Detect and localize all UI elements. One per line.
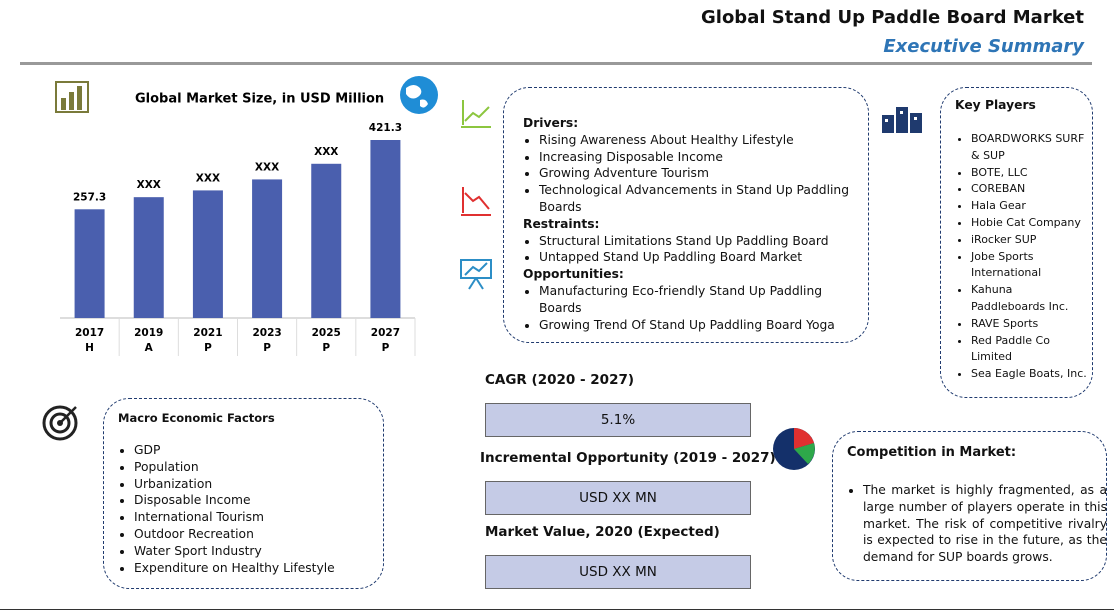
section-item: Growing Adventure Tourism [539, 165, 858, 182]
list-item: The market is highly fragmented, as a la… [863, 482, 1107, 566]
competition-list: The market is highly fragmented, as a la… [847, 482, 1107, 566]
macro-title: Macro Economic Factors [118, 411, 275, 425]
buildings-icon [882, 107, 922, 133]
macro-box: Macro Economic Factors GDPPopulationUrba… [103, 398, 384, 589]
metric-label: Market Value, 2020 (Expected) [485, 524, 720, 540]
list-item: BOARDWORKS SURF & SUP [971, 131, 1089, 165]
section-heading: Drivers: [523, 116, 579, 130]
value-label: XXX [137, 179, 161, 191]
x-tick-label: 2017 [75, 327, 104, 339]
value-label: XXX [314, 146, 338, 158]
x-tick-note: A [145, 342, 154, 354]
list-item: Red Paddle Co Limited [971, 333, 1089, 367]
section-item: Increasing Disposable Income [539, 149, 858, 166]
list-item: COREBAN [971, 181, 1089, 198]
chart-icon [55, 81, 89, 113]
section-list: Manufacturing Eco-friendly Stand Up Padd… [523, 283, 858, 333]
competition-title: Competition in Market: [847, 445, 1017, 460]
section-item: Growing Trend Of Stand Up Paddling Board… [539, 317, 858, 334]
bar [192, 190, 223, 318]
key-players-box: Key Players BOARDWORKS SURF & SUPBOTE, L… [940, 87, 1093, 398]
bar [74, 209, 105, 318]
section-heading: Restraints: [523, 216, 600, 231]
metric-value: USD XX MN [485, 481, 751, 515]
list-item: RAVE Sports [971, 316, 1089, 333]
market-dynamics-box: Drivers: Rising Awareness About Healthy L… [503, 87, 869, 343]
section-item: Rising Awareness About Healthy Lifestyle [539, 132, 858, 149]
list-item: Sea Eagle Boats, Inc. [971, 366, 1089, 383]
metric-label: CAGR (2020 - 2027) [485, 372, 635, 388]
x-tick-label: 2021 [193, 327, 222, 339]
x-tick-note: P [263, 342, 271, 354]
section-heading: Opportunities: [523, 267, 624, 282]
bar [252, 179, 283, 318]
section-list: Structural Limitations Stand Up Paddling… [523, 233, 858, 267]
market-dynamics: Drivers: Rising Awareness About Healthy L… [523, 115, 858, 333]
list-item: GDP [134, 442, 335, 459]
globe-icon [400, 76, 438, 114]
metric-label: Incremental Opportunity (2019 - 2027) [480, 450, 776, 466]
page-subtitle: Executive Summary [883, 36, 1084, 57]
chart-title: Global Market Size, in USD Million [135, 92, 384, 107]
x-tick-note: P [204, 342, 212, 354]
section-item: Technological Advancements in Stand Up P… [539, 182, 858, 216]
x-tick-note: H [85, 342, 94, 354]
list-item: iRocker SUP [971, 232, 1089, 249]
market-size-chart: Global Market Size, in USD Million 257.3… [55, 76, 438, 356]
list-item: Expenditure on Healthy Lifestyle [134, 560, 335, 577]
x-tick-label: 2025 [312, 327, 341, 339]
section-item: Structural Limitations Stand Up Paddling… [539, 233, 858, 250]
x-tick-label: 2019 [134, 327, 163, 339]
section-item: Untapped Stand Up Paddling Board Market [539, 249, 858, 266]
list-item: Jobe Sports International [971, 249, 1089, 283]
list-item: Hobie Cat Company [971, 215, 1089, 232]
value-label: XXX [255, 161, 279, 173]
competition-box: Competition in Market: The market is hig… [832, 431, 1107, 581]
list-item: Disposable Income [134, 492, 335, 509]
metric-value: USD XX MN [485, 555, 751, 589]
section-item: Manufacturing Eco-friendly Stand Up Padd… [539, 283, 858, 317]
bar [133, 197, 164, 318]
pie-icon [773, 428, 815, 470]
value-label: XXX [196, 172, 220, 184]
header-rule [20, 62, 1092, 65]
x-tick-note: P [322, 342, 330, 354]
x-tick-note: P [382, 342, 390, 354]
list-item: Population [134, 459, 335, 476]
dynamics-icons [460, 100, 492, 290]
list-item: Outdoor Recreation [134, 526, 335, 543]
list-item: BOTE, LLC [971, 165, 1089, 182]
page-title: Global Stand Up Paddle Board Market [701, 7, 1084, 28]
footer-rule [0, 609, 1114, 610]
macro-list: GDPPopulationUrbanizationDisposable Inco… [118, 442, 335, 576]
bar [370, 140, 401, 318]
list-item: International Tourism [134, 509, 335, 526]
list-item: Kahuna Paddleboards Inc. [971, 282, 1089, 316]
list-item: Hala Gear [971, 198, 1089, 215]
x-tick-label: 2027 [371, 327, 400, 339]
value-label: 421.3 [369, 122, 402, 134]
bar [311, 163, 342, 318]
x-tick-label: 2023 [252, 327, 281, 339]
list-item: Water Sport Industry [134, 543, 335, 560]
section-list: Rising Awareness About Healthy Lifestyle… [523, 132, 858, 216]
metric-value: 5.1% [485, 403, 751, 437]
list-item: Urbanization [134, 476, 335, 493]
target-icon [42, 405, 78, 441]
key-players-title: Key Players [955, 98, 1036, 112]
value-label: 257.3 [73, 191, 106, 203]
key-players-list: BOARDWORKS SURF & SUPBOTE, LLCCOREBANHal… [955, 131, 1089, 383]
